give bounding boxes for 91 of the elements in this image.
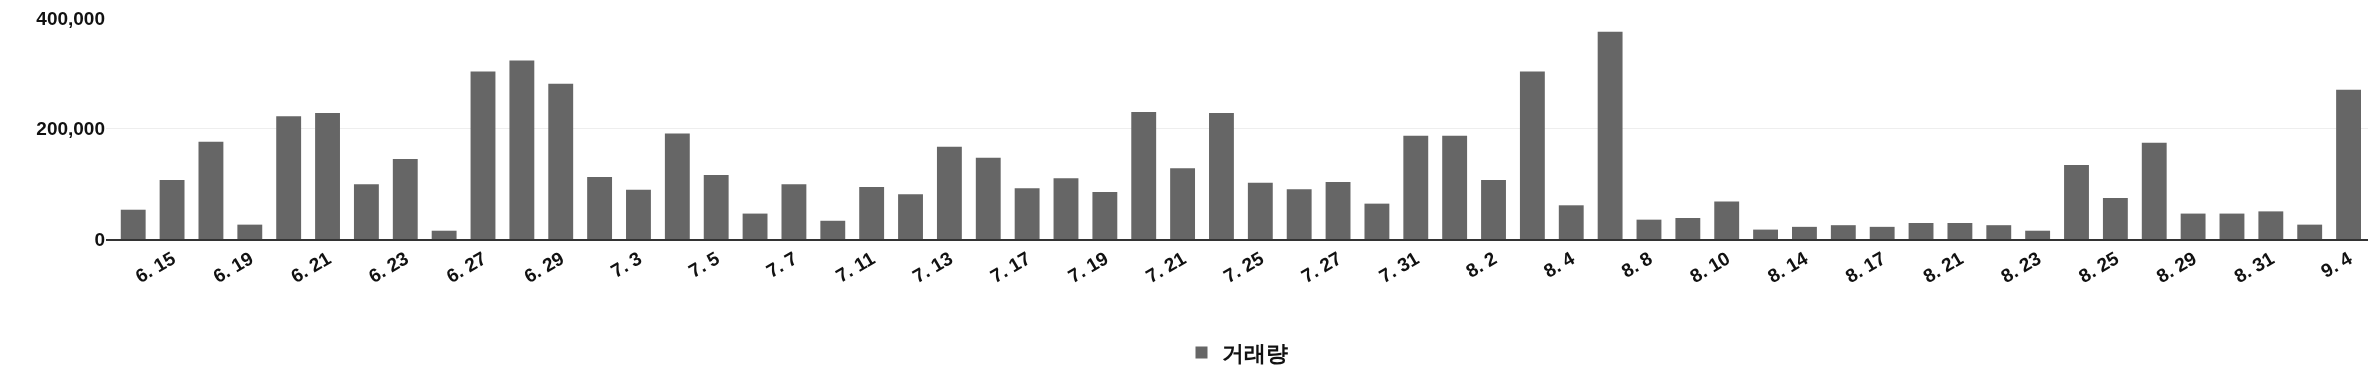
x-tick-label: 6. 19: [209, 247, 257, 287]
bar: [1325, 182, 1351, 239]
x-tick-label: 7. 13: [909, 247, 957, 287]
bar: [1519, 71, 1545, 239]
bar: [120, 209, 146, 239]
x-tick-label: 8. 14: [1764, 247, 1812, 287]
bar: [470, 71, 496, 239]
bar: [742, 213, 768, 239]
bar: [1364, 203, 1390, 239]
x-tick-label: 9. 4: [2317, 247, 2356, 282]
bar: [587, 177, 613, 239]
x-tick-label: 7. 7: [762, 247, 801, 282]
bar: [1714, 201, 1740, 239]
bar: [1403, 135, 1429, 239]
x-tick-label: 7. 5: [684, 247, 724, 282]
bar: [626, 189, 651, 239]
bar: [276, 116, 302, 239]
bar: [159, 179, 185, 239]
x-tick-label: 7. 11: [832, 247, 879, 287]
x-tick-label: 7. 3: [607, 247, 646, 282]
bar: [198, 141, 224, 239]
bar: [2258, 211, 2284, 239]
bar: [1792, 226, 1817, 239]
bar: [1947, 222, 1973, 239]
legend-label: 거래량: [1221, 341, 1288, 367]
bar: [936, 146, 962, 239]
bar: [1597, 31, 1623, 239]
x-tick-label: 8. 29: [2152, 247, 2200, 287]
bar: [2064, 164, 2089, 239]
bar: [1014, 188, 1040, 239]
x-tick-label: 8. 2: [1462, 247, 1501, 282]
bar: [509, 60, 535, 239]
bar: [1053, 178, 1079, 239]
x-tick-label: 6. 27: [442, 247, 490, 287]
x-tick-label: 6. 23: [364, 247, 413, 287]
y-tick-label: 0: [94, 228, 105, 250]
bar: [2297, 224, 2323, 239]
bar: [1131, 111, 1157, 239]
bar: [2025, 230, 2051, 239]
bar: [315, 113, 340, 239]
bar: [548, 83, 574, 239]
bar: [1830, 225, 1856, 239]
bar: [703, 174, 729, 239]
bar: [1869, 226, 1895, 239]
bar: [820, 220, 846, 239]
x-tick-label: 8. 17: [1841, 247, 1889, 287]
x-tick-label: 8. 8: [1617, 247, 1656, 282]
y-tick-label: 200,000: [36, 118, 105, 140]
bar: [1753, 229, 1779, 239]
bar: [2141, 142, 2167, 239]
x-tick-label: 8. 10: [1686, 247, 1734, 287]
x-tick-label: 7. 21: [1142, 247, 1190, 287]
x-tick-label: 8. 31: [2230, 247, 2278, 287]
bar: [237, 224, 263, 239]
x-tick-label: 8. 21: [1919, 247, 1968, 287]
bar: [781, 184, 807, 239]
bar: [1170, 168, 1196, 239]
bar: [2219, 213, 2245, 239]
bar: [2180, 213, 2206, 239]
bar: [1636, 219, 1662, 239]
x-tick-label: 6. 29: [520, 247, 568, 287]
bar: [1986, 225, 2012, 239]
bar: [353, 184, 379, 239]
bar: [1908, 222, 1934, 239]
x-tick-label: 7. 27: [1297, 247, 1345, 287]
bar: [1481, 179, 1506, 239]
x-tick-label: 7. 31: [1375, 247, 1423, 287]
x-tick-label: 7. 17: [986, 247, 1034, 287]
bar: [1286, 189, 1312, 239]
x-tick-label: 6. 21: [287, 247, 335, 287]
x-tick-label: 6. 15: [131, 247, 180, 287]
bar: [859, 187, 885, 239]
bar: [1247, 182, 1273, 239]
x-tick-label: 7. 19: [1064, 247, 1112, 287]
bar: [975, 157, 1001, 239]
x-tick-label: 7. 25: [1219, 247, 1268, 287]
bar: [1558, 205, 1584, 239]
bar: [1442, 135, 1468, 239]
bar: [1675, 218, 1701, 239]
bar: [431, 230, 457, 239]
bar: [664, 133, 690, 239]
bar: [1209, 113, 1234, 239]
bar: [392, 158, 418, 239]
bar: [2336, 89, 2361, 239]
bar: [1092, 192, 1118, 239]
bar: [2102, 198, 2128, 239]
x-tick-label: 8. 23: [1997, 247, 2045, 287]
y-tick-label: 400,000: [36, 7, 105, 29]
x-tick-label: 8. 25: [2075, 247, 2123, 287]
x-tick-label: 8. 4: [1540, 247, 1579, 282]
bar: [898, 194, 923, 239]
